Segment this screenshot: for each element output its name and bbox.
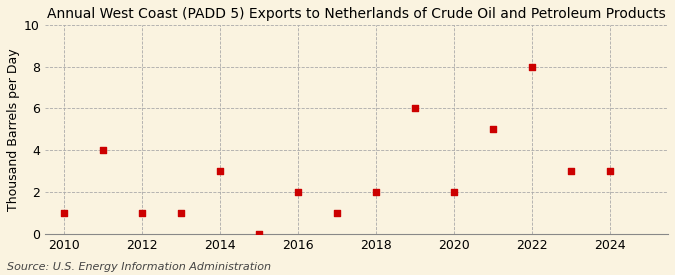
Point xyxy=(410,106,421,111)
Point xyxy=(448,190,459,194)
Point xyxy=(137,211,148,215)
Point xyxy=(526,64,537,69)
Point xyxy=(487,127,498,131)
Text: Source: U.S. Energy Information Administration: Source: U.S. Energy Information Administ… xyxy=(7,262,271,272)
Point xyxy=(59,211,70,215)
Point xyxy=(176,211,186,215)
Point xyxy=(98,148,109,152)
Point xyxy=(565,169,576,173)
Point xyxy=(331,211,342,215)
Point xyxy=(371,190,381,194)
Point xyxy=(604,169,615,173)
Point xyxy=(215,169,225,173)
Point xyxy=(254,232,265,236)
Y-axis label: Thousand Barrels per Day: Thousand Barrels per Day xyxy=(7,48,20,211)
Title: Annual West Coast (PADD 5) Exports to Netherlands of Crude Oil and Petroleum Pro: Annual West Coast (PADD 5) Exports to Ne… xyxy=(47,7,666,21)
Point xyxy=(293,190,304,194)
